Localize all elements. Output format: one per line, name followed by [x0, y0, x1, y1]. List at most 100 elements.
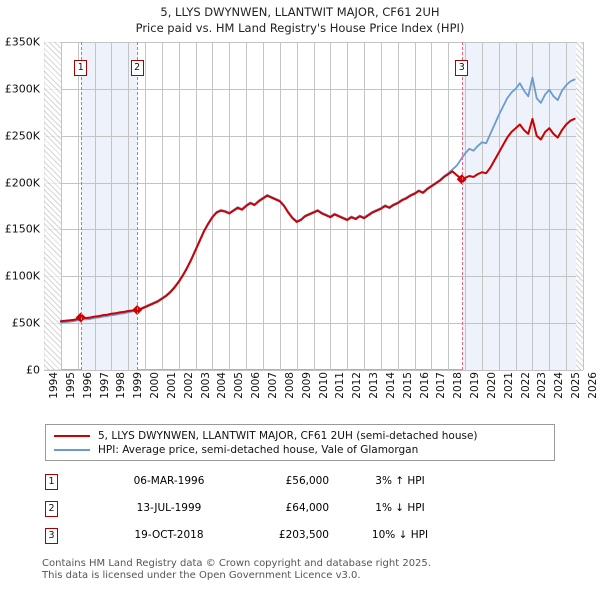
gridline-y-150000: [44, 229, 583, 230]
x-tick-2013: 2013: [368, 372, 381, 399]
x-tick-2000: 2000: [149, 372, 162, 399]
legend-label-1: 5, LLYS DWYNWEN, LLANTWIT MAJOR, CF61 2U…: [98, 430, 478, 442]
x-tick-2012: 2012: [351, 372, 364, 399]
gridline-x-1999: [128, 42, 129, 370]
legend-swatch-2: [54, 449, 90, 451]
gridline-x-2005: [229, 42, 230, 370]
x-tick-2023: 2023: [536, 372, 549, 399]
event-badge-1[interactable]: 1: [74, 60, 88, 76]
x-tick-2015: 2015: [401, 372, 414, 399]
transaction-hpi-delta: 1% ↓ HPI: [375, 502, 425, 514]
x-tick-2024: 2024: [553, 372, 566, 399]
title-line-2: Price paid vs. HM Land Registry's House …: [135, 21, 465, 35]
transaction-badge[interactable]: 1: [45, 474, 58, 490]
y-tick-200000: £200K: [4, 176, 40, 190]
gridline-y-350000: [44, 42, 583, 43]
gridline-x-2015: [398, 42, 399, 370]
gridline-x-2007: [263, 42, 264, 370]
gridline-x-2024: [549, 42, 550, 370]
x-tick-2016: 2016: [418, 372, 431, 399]
transaction-date: 19-OCT-2018: [134, 529, 204, 541]
page-title: 5, LLYS DWYNWEN, LLANTWIT MAJOR, CF61 2U…: [0, 4, 600, 36]
gridline-x-2013: [364, 42, 365, 370]
gridline-x-2014: [381, 42, 382, 370]
x-tick-2002: 2002: [182, 372, 195, 399]
gridline-x-2001: [162, 42, 163, 370]
gridline-x-1995: [61, 42, 62, 370]
gridline-x-2023: [532, 42, 533, 370]
x-tick-1994: 1994: [48, 372, 60, 399]
gridline-x-2000: [145, 42, 146, 370]
gridline-x-2012: [347, 42, 348, 370]
footer-line-2: This data is licensed under the Open Gov…: [42, 570, 361, 581]
gridline-x-1997: [95, 42, 96, 370]
no-data-hatch-1: [44, 42, 61, 370]
gridline-x-2009: [297, 42, 298, 370]
event-line-2: [137, 42, 139, 370]
series-line: [59, 117, 576, 323]
gridline-x-2025: [566, 42, 567, 370]
gridline-x-2003: [196, 42, 197, 370]
x-tick-2005: 2005: [233, 372, 246, 399]
x-tick-2017: 2017: [435, 372, 448, 399]
event-badge-2[interactable]: 2: [130, 60, 144, 76]
y-tick-100000: £100K: [4, 269, 40, 283]
footer-attribution: Contains HM Land Registry data © Crown c…: [42, 558, 582, 582]
gridline-x-2022: [516, 42, 517, 370]
gridline-x-2026: [583, 42, 584, 370]
x-tick-1996: 1996: [81, 372, 94, 399]
transaction-hpi-delta: 10% ↓ HPI: [371, 529, 429, 541]
legend-label-2: HPI: Average price, semi-detached house,…: [98, 444, 419, 456]
event-line-3: [461, 42, 463, 370]
x-tick-2019: 2019: [469, 372, 482, 399]
gridline-x-2019: [465, 42, 466, 370]
gridline-y-200000: [44, 183, 583, 184]
no-data-hatch-2: [576, 42, 583, 370]
x-tick-2021: 2021: [502, 372, 515, 399]
transaction-price: £203,500: [278, 529, 329, 541]
x-tick-2020: 2020: [485, 372, 498, 399]
gridline-x-2010: [314, 42, 315, 370]
x-tick-2001: 2001: [165, 372, 178, 399]
gridline-x-2008: [280, 42, 281, 370]
table-row[interactable]: 1 06-MAR-1996 £56,000 3% ↑ HPI: [45, 472, 475, 499]
event-badge-3[interactable]: 3: [455, 60, 469, 76]
x-tick-2011: 2011: [334, 372, 347, 399]
gridline-x-2011: [330, 42, 331, 370]
series-lines: [59, 76, 576, 324]
gridline-y-50000: [44, 323, 583, 324]
transaction-badge[interactable]: 2: [45, 501, 58, 517]
gridline-x-2016: [415, 42, 416, 370]
gridline-x-2002: [179, 42, 180, 370]
x-tick-2006: 2006: [250, 372, 263, 399]
chart-legend: 5, LLYS DWYNWEN, LLANTWIT MAJOR, CF61 2U…: [45, 424, 555, 461]
x-tick-1999: 1999: [132, 372, 145, 399]
gridline-y-250000: [44, 136, 583, 137]
x-tick-2018: 2018: [452, 372, 465, 399]
y-tick-300000: £300K: [4, 82, 40, 96]
gridline-y-100000: [44, 276, 583, 277]
x-tick-2003: 2003: [199, 372, 212, 399]
x-tick-2026: 2026: [587, 372, 599, 399]
transaction-badge[interactable]: 3: [45, 528, 58, 544]
gridline-x-2004: [212, 42, 213, 370]
table-row[interactable]: 2 13-JUL-1999 £64,000 1% ↓ HPI: [45, 499, 475, 526]
x-tick-2009: 2009: [300, 372, 313, 399]
transaction-date: 06-MAR-1996: [133, 475, 205, 487]
x-tick-2025: 2025: [570, 372, 583, 399]
gridline-y-300000: [44, 89, 583, 90]
table-row[interactable]: 3 19-OCT-2018 £203,500 10% ↓ HPI: [45, 526, 475, 553]
gridline-y-0: [44, 370, 583, 371]
x-tick-2010: 2010: [317, 372, 330, 399]
gridline-x-2020: [482, 42, 483, 370]
x-tick-2022: 2022: [519, 372, 532, 399]
title-line-1: 5, LLYS DWYNWEN, LLANTWIT MAJOR, CF61 2U…: [160, 5, 440, 19]
y-tick-250000: £250K: [4, 129, 40, 143]
x-tick-2007: 2007: [266, 372, 279, 399]
transactions-table: 1 06-MAR-1996 £56,000 3% ↑ HPI 2 13-JUL-1999 £…: [45, 472, 475, 553]
x-tick-2014: 2014: [384, 372, 397, 399]
legend-row-2: HPI: Average price, semi-detached house,…: [52, 443, 548, 457]
shaded-band-2: [461, 42, 583, 370]
x-tick-2008: 2008: [283, 372, 296, 399]
x-axis-labels: 1994 1995 1996 1997 1998 1999 2000 2001 2002 2003…: [0, 372, 600, 418]
